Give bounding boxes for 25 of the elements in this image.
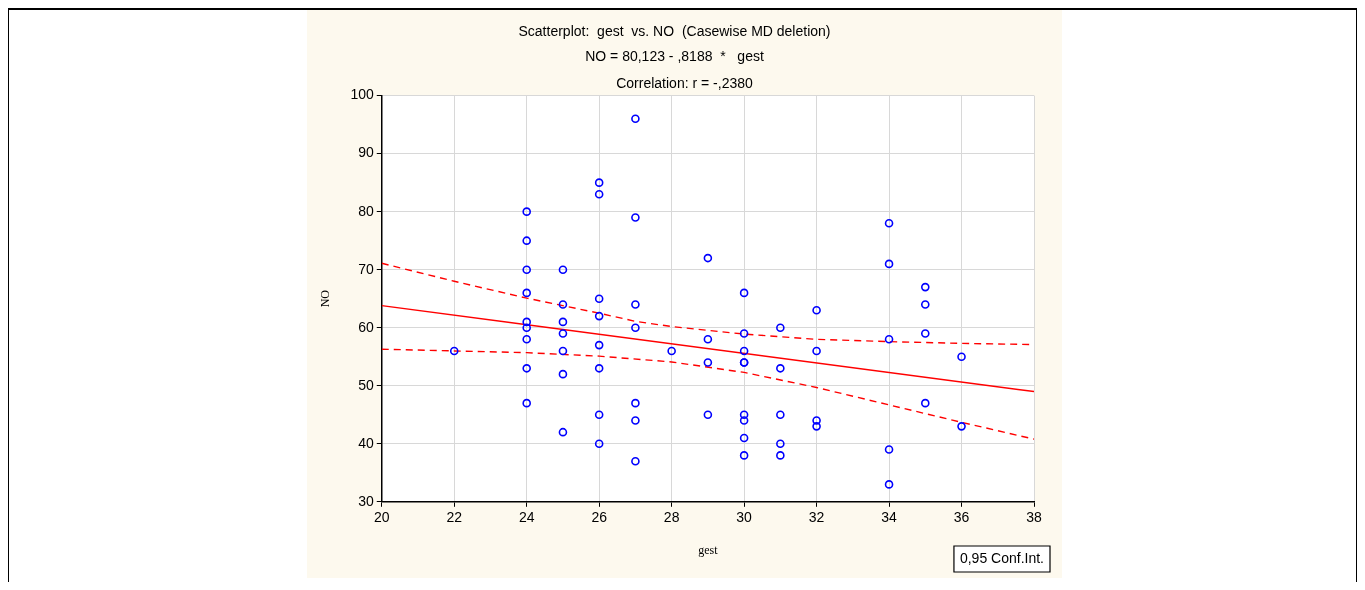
y-tick-label: 60	[358, 318, 374, 335]
y-tick-label: 90	[358, 144, 374, 161]
x-tick-label: 36	[953, 509, 970, 526]
x-tick-label: 26	[591, 509, 608, 526]
y-tick-label: 100	[350, 86, 374, 103]
x-tick-label: 28	[663, 509, 680, 526]
x-tick-label: 38	[1026, 509, 1042, 526]
chart-title: Scatterplot: gest vs. NO (Casewise MD deletion)	[518, 23, 831, 40]
text: 0,95 Conf.Int.	[959, 549, 1044, 566]
line-series	[381, 348, 1034, 440]
y-axis-title: NO	[318, 289, 333, 308]
y-tick-label: 30	[358, 492, 374, 509]
chart-subtitle: NO = 80,123 - ,8188 * gest	[585, 48, 764, 65]
y-tick-label: 70	[358, 260, 374, 277]
x-tick-label: 32	[808, 509, 825, 526]
x-tick-label: 20	[373, 509, 390, 526]
x-tick-label: 24	[518, 509, 535, 526]
x-tick-label: 34	[881, 509, 898, 526]
text: Correlation: r = -,2380	[616, 74, 753, 91]
y-tick-label: 80	[358, 202, 374, 219]
x-tick-label: 30	[736, 509, 753, 526]
y-tick-label: 50	[358, 376, 374, 393]
x-axis-title: gest	[698, 542, 719, 557]
y-tick-label: 40	[358, 434, 374, 451]
x-tick-label: 22	[446, 509, 463, 526]
